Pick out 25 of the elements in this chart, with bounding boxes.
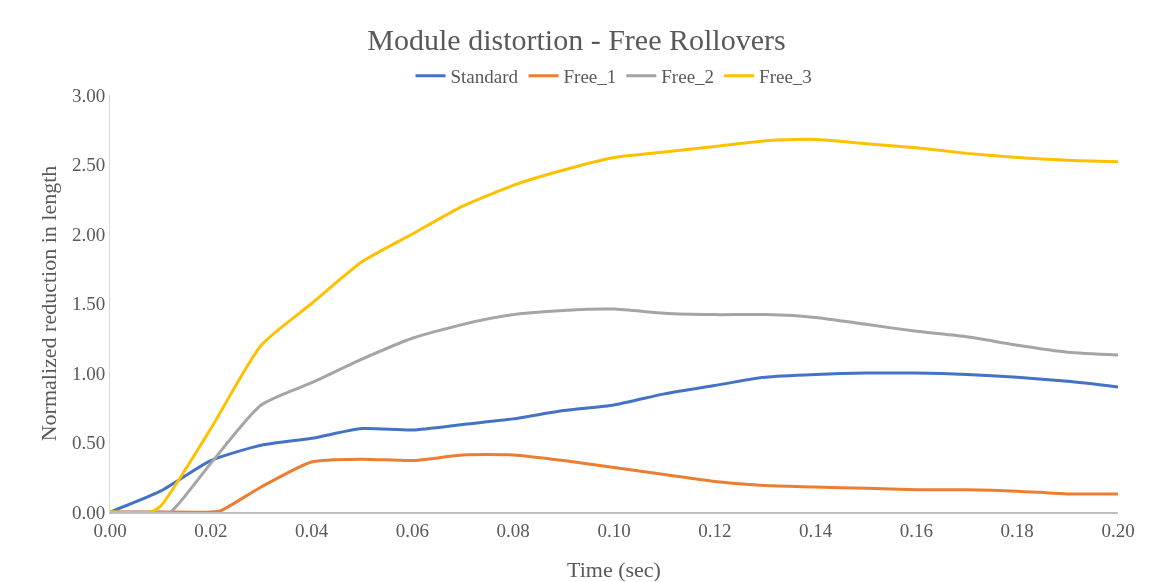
y-tick-label: 2.50 [71,154,106,176]
x-tick-label: 0.16 [899,519,934,541]
legend-label: Free_1 [563,66,617,88]
y-tick-label: 2.00 [71,223,106,245]
line-series [110,371,1118,512]
y-tick-label: 1.50 [71,293,106,315]
x-tick-label: 0.04 [294,519,329,541]
y-tick-label: 0.50 [71,432,106,454]
x-tick-label: 0.10 [597,519,631,541]
x-tick-label: 0.12 [698,519,732,541]
x-tick-label: 0.08 [496,519,530,541]
line-series [110,137,1118,512]
chart-title: Module distortion - Free Rollovers [367,23,786,57]
y-axis-title: Normalized reduction in length [36,165,61,442]
x-tick-label: 0.20 [1101,519,1135,541]
x-tick-label: 0.18 [1000,519,1034,541]
x-tick-label: 0.06 [395,519,430,541]
legend-label: Standard [450,66,519,88]
y-tick-label: 3.00 [71,84,106,106]
x-tick-label: 0.14 [798,519,833,541]
legend-label: Free_2 [661,66,715,88]
x-tick-label: 0.02 [194,519,228,541]
y-tick-label: 1.00 [71,362,106,384]
legend-label: Free_3 [759,66,812,88]
x-axis-title: Time (sec) [567,557,661,582]
